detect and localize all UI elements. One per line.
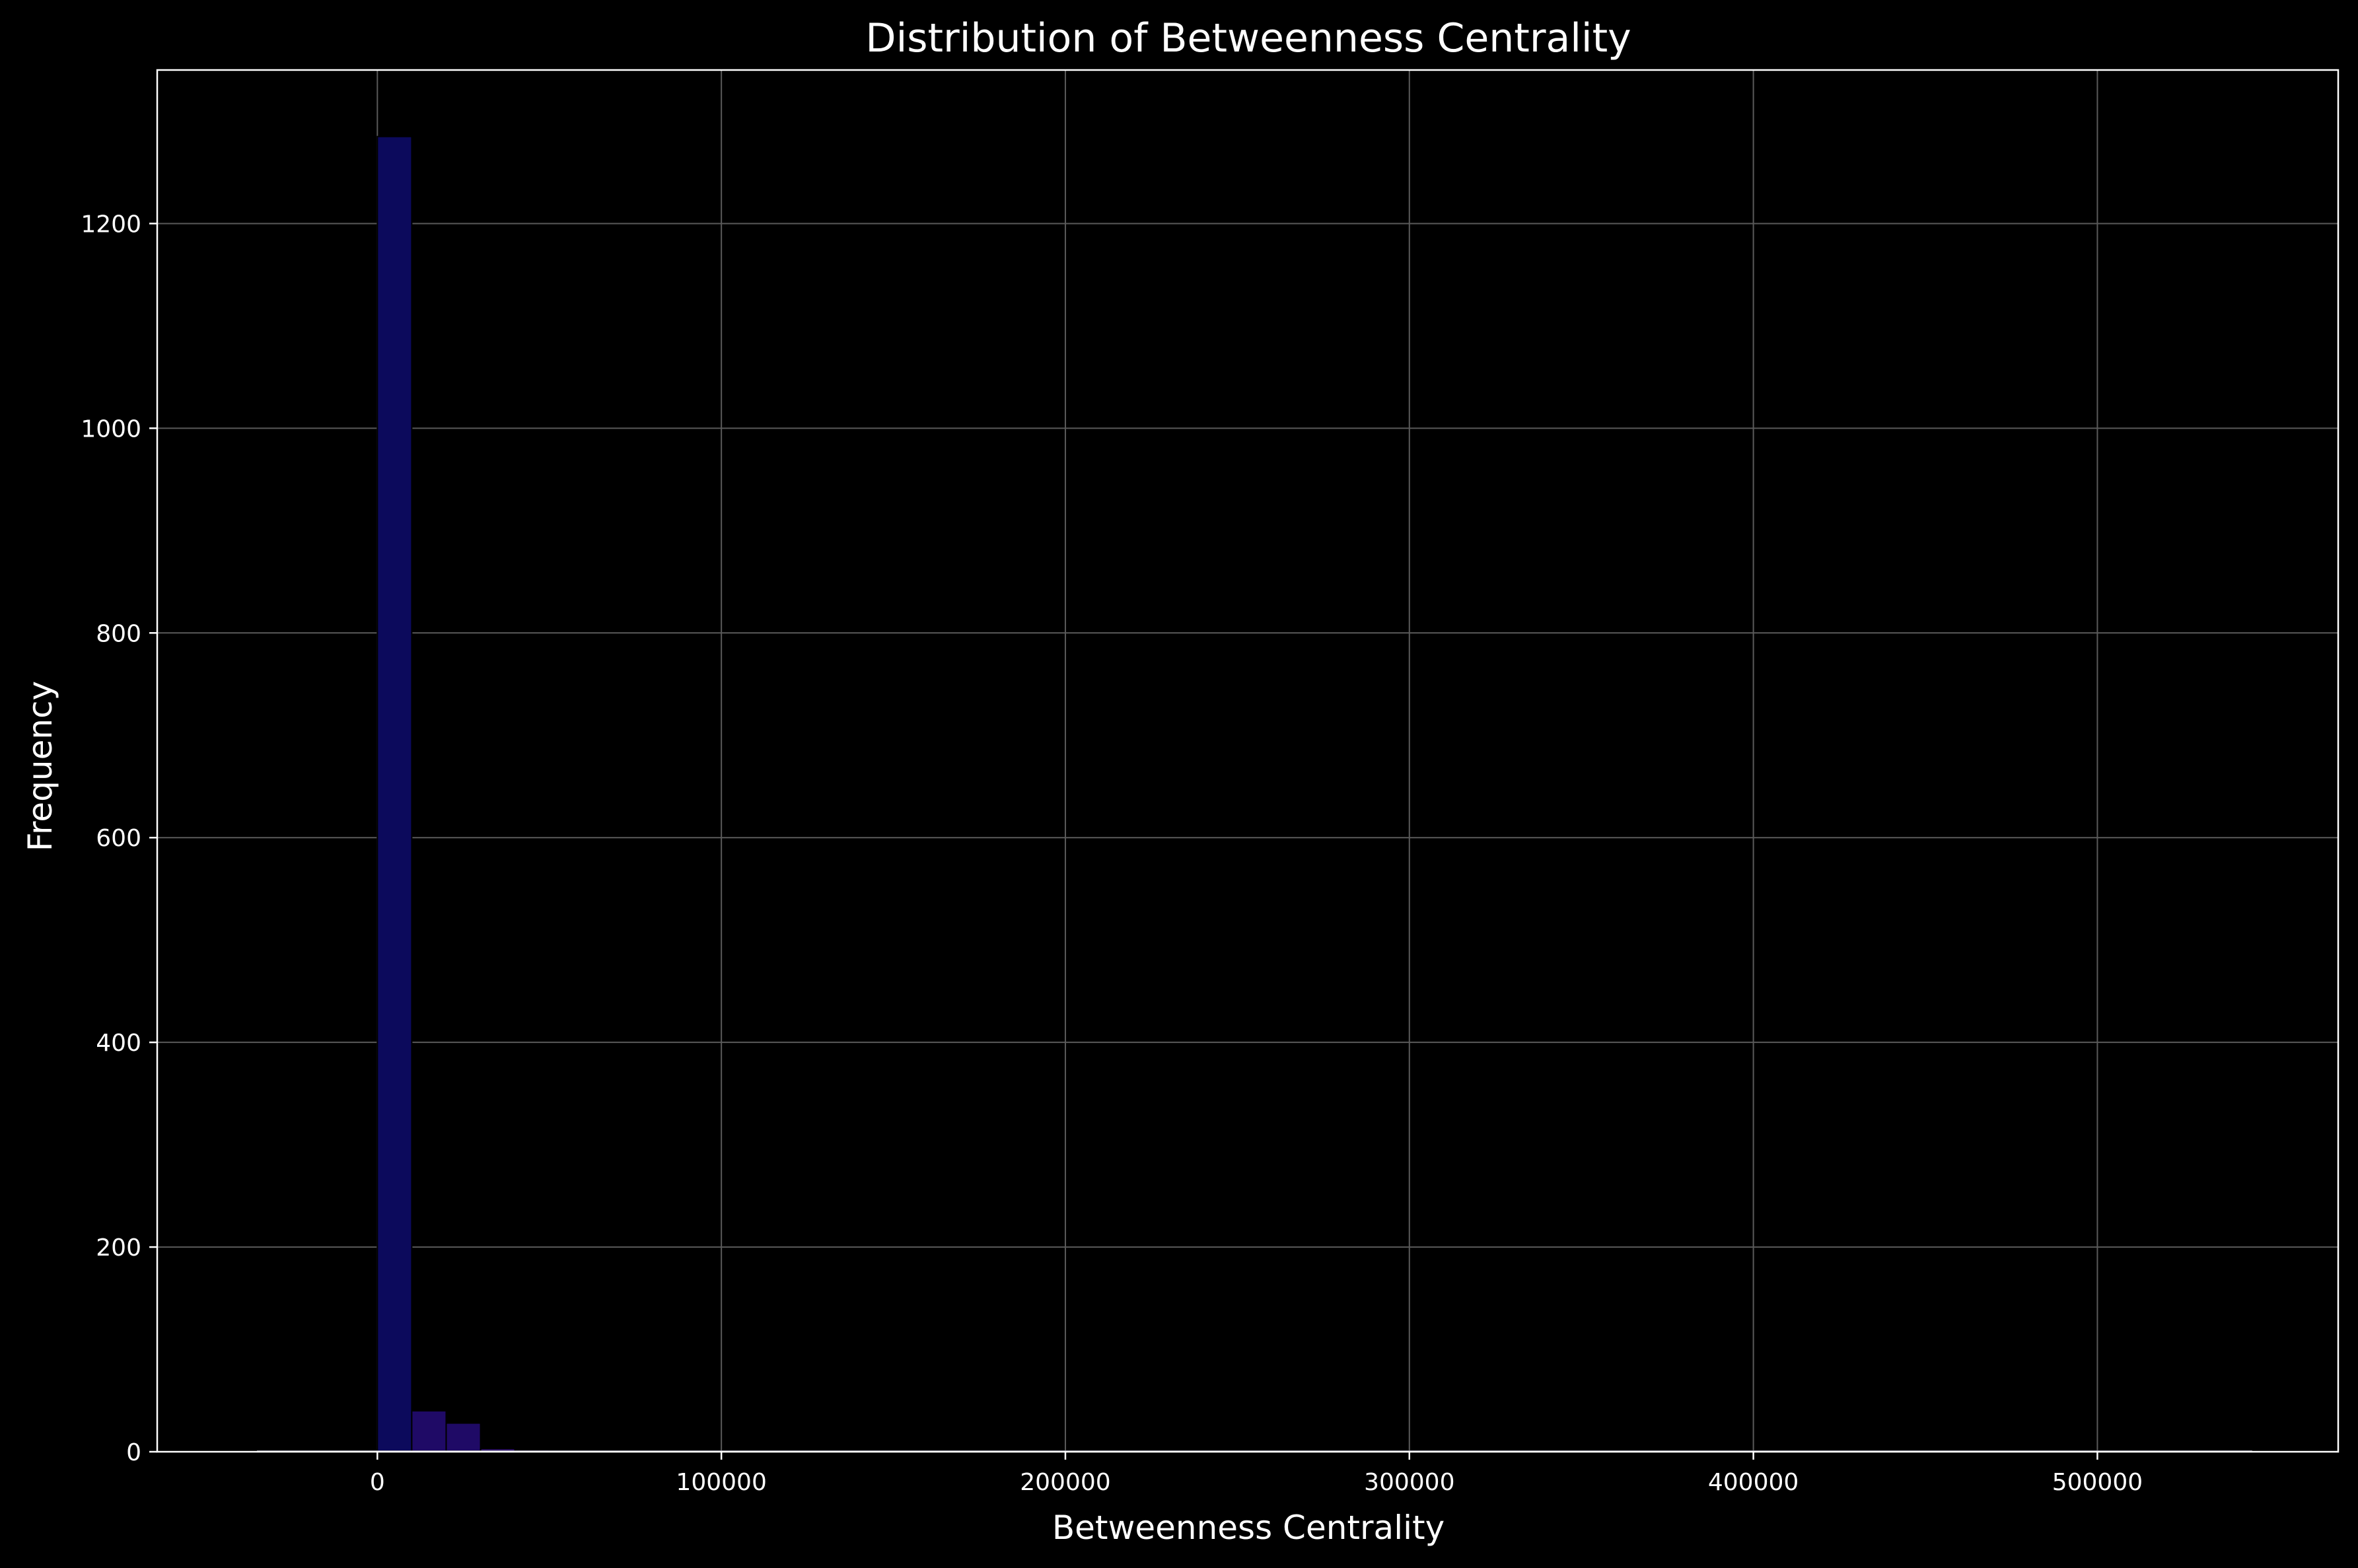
y-tick-label: 600 — [96, 825, 141, 852]
grid-lines — [157, 70, 2338, 1452]
histogram-bar — [376, 135, 413, 1452]
histogram-bar — [411, 1410, 447, 1453]
axis-ticks: 0 100000 200000 300000 400000 500000 0 200 400 60… — [81, 211, 2143, 1496]
x-tick-label: 300000 — [1364, 1469, 1454, 1496]
y-tick-label: 1200 — [81, 211, 141, 238]
x-axis-title: Betweenness Centrality — [1052, 1509, 1445, 1547]
y-tick-label: 0 — [126, 1439, 141, 1466]
x-tick-label: 200000 — [1020, 1469, 1110, 1496]
y-tick-label: 800 — [96, 620, 141, 647]
y-axis-title: Frequency — [21, 681, 59, 851]
histogram-bar — [445, 1422, 482, 1452]
y-tick-label: 1000 — [81, 415, 141, 443]
y-tick-label: 200 — [96, 1234, 141, 1262]
y-tick-label: 400 — [96, 1030, 141, 1057]
histogram-bars — [256, 135, 2253, 1453]
x-tick-label: 0 — [370, 1469, 385, 1496]
chart-title: Distribution of Betweenness Centrality — [865, 15, 1631, 61]
x-tick-label: 100000 — [676, 1469, 766, 1496]
x-tick-label: 400000 — [1708, 1469, 1799, 1496]
plot-area-frame — [156, 69, 2340, 1453]
x-tick-label: 500000 — [2052, 1469, 2143, 1496]
